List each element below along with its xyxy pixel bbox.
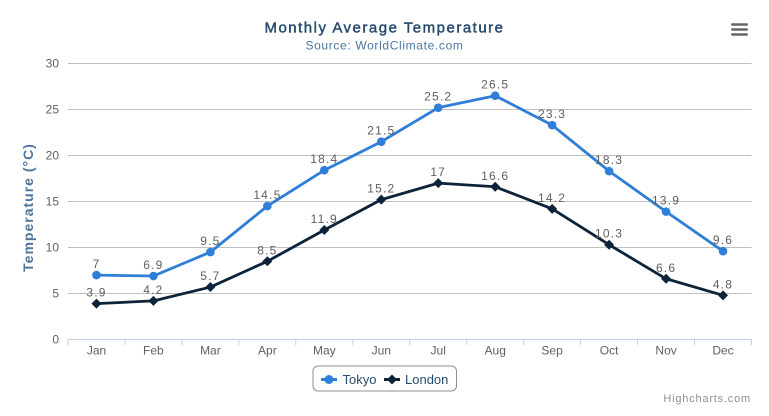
svg-text:17: 17 [430, 165, 446, 179]
svg-text:13.9: 13.9 [652, 194, 680, 208]
svg-text:Highcharts.com: Highcharts.com [663, 393, 751, 405]
svg-text:30: 30 [46, 57, 60, 71]
svg-text:21.5: 21.5 [367, 124, 395, 138]
svg-text:15.2: 15.2 [367, 182, 395, 196]
svg-text:Tokyo: Tokyo [343, 372, 377, 387]
svg-text:Feb: Feb [143, 344, 164, 358]
svg-text:25: 25 [46, 103, 60, 117]
svg-text:Source: WorldClimate.com: Source: WorldClimate.com [305, 39, 463, 53]
svg-text:Monthly Average Temperature: Monthly Average Temperature [264, 20, 504, 37]
svg-text:9.5: 9.5 [200, 234, 220, 248]
svg-text:6.9: 6.9 [143, 258, 163, 272]
svg-text:Aug: Aug [485, 344, 506, 358]
svg-text:5: 5 [52, 287, 59, 301]
svg-text:Jul: Jul [431, 344, 446, 358]
svg-text:5.7: 5.7 [200, 269, 220, 283]
svg-text:25.2: 25.2 [424, 90, 452, 104]
svg-text:0: 0 [52, 333, 59, 347]
svg-text:Temperature (°C): Temperature (°C) [20, 143, 36, 272]
svg-text:16.6: 16.6 [481, 169, 509, 183]
svg-text:May: May [313, 344, 336, 358]
svg-text:Apr: Apr [258, 344, 277, 358]
svg-text:20: 20 [46, 149, 60, 163]
svg-text:10: 10 [46, 241, 60, 255]
svg-text:6.6: 6.6 [656, 261, 676, 275]
svg-text:14.2: 14.2 [538, 191, 566, 205]
svg-text:Jan: Jan [87, 344, 106, 358]
svg-text:8.5: 8.5 [257, 243, 277, 257]
svg-text:7: 7 [93, 257, 101, 271]
svg-text:Mar: Mar [200, 344, 221, 358]
svg-text:14.5: 14.5 [253, 188, 281, 202]
svg-text:Sep: Sep [541, 344, 563, 358]
svg-text:Oct: Oct [600, 344, 619, 358]
svg-text:18.3: 18.3 [595, 153, 623, 167]
svg-text:18.4: 18.4 [310, 152, 338, 166]
svg-text:11.9: 11.9 [311, 212, 338, 226]
svg-text:London: London [405, 372, 448, 387]
svg-text:4.2: 4.2 [143, 283, 163, 297]
svg-text:26.5: 26.5 [481, 78, 509, 92]
svg-text:Nov: Nov [655, 344, 676, 358]
svg-text:15: 15 [46, 195, 60, 209]
svg-text:Dec: Dec [712, 344, 733, 358]
svg-text:10.3: 10.3 [595, 227, 623, 241]
svg-text:4.8: 4.8 [713, 277, 733, 291]
svg-text:Jun: Jun [372, 344, 391, 358]
svg-text:9.6: 9.6 [713, 233, 733, 247]
svg-text:23.3: 23.3 [538, 107, 566, 121]
svg-text:3.9: 3.9 [86, 286, 106, 300]
